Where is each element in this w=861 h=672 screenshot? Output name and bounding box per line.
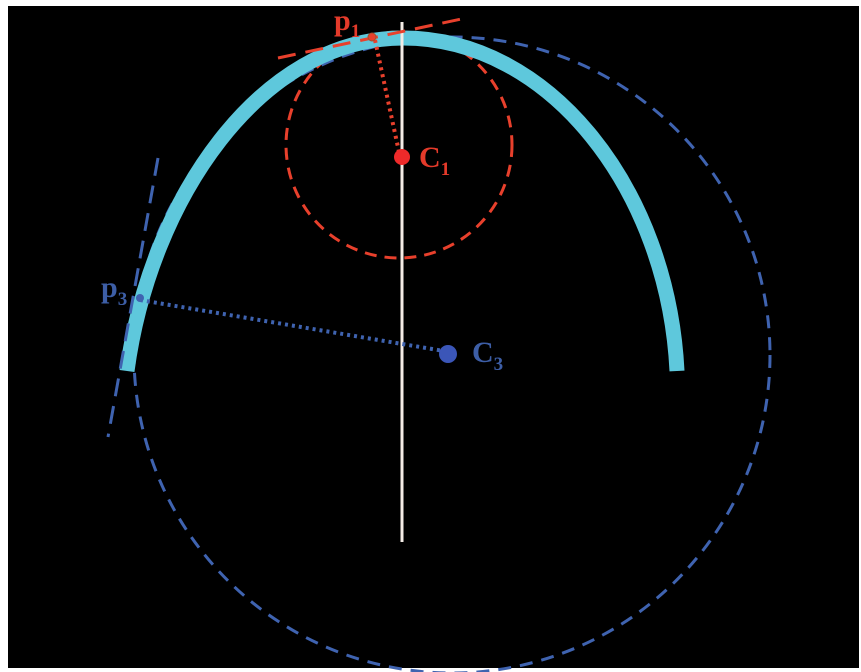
label-p1: p1	[334, 4, 360, 42]
label-p1-sub: 1	[351, 21, 361, 42]
label-c1-sub: 1	[441, 159, 451, 180]
radius-p3-c3	[139, 298, 445, 353]
tangent-line-p3	[106, 157, 160, 438]
label-p3-main: p	[101, 271, 118, 304]
label-c1-main: C	[419, 141, 441, 174]
label-c3-sub: 3	[494, 354, 504, 375]
label-c1: C1	[419, 141, 450, 180]
center-c1	[394, 149, 410, 165]
label-p1-main: p	[334, 4, 351, 37]
label-c3: C3	[472, 336, 503, 375]
radius-p1-c1	[373, 39, 401, 153]
label-p3-sub: 3	[118, 289, 128, 310]
point-p1	[367, 32, 377, 42]
label-c3-main: C	[472, 336, 494, 369]
point-p3	[136, 294, 144, 302]
label-p3: p3	[101, 271, 127, 310]
center-c3	[439, 345, 457, 363]
canvas-background	[8, 6, 859, 668]
